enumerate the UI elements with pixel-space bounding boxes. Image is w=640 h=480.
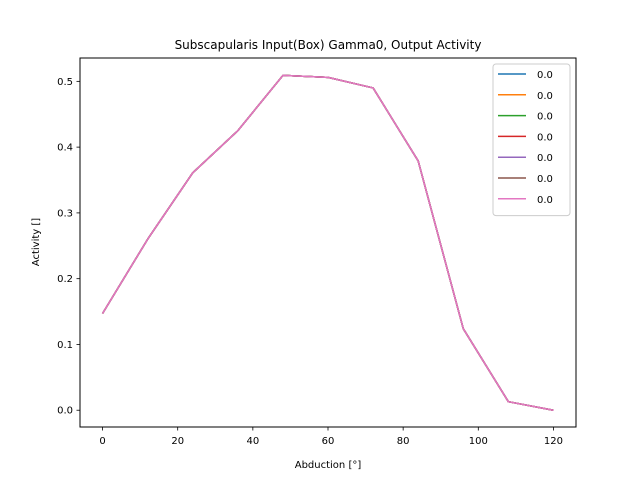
- y-tick-label: 0.4: [57, 143, 73, 154]
- x-tick-label: 80: [397, 436, 410, 447]
- series-line-2: [101, 74, 554, 411]
- legend-label-7: 0.0: [537, 195, 553, 206]
- x-axis: 0 20 40 60 80 100 120: [99, 427, 563, 447]
- x-tick-label: 100: [469, 436, 488, 447]
- legend-label-3: 0.0: [537, 112, 553, 123]
- y-tick-label: 0.5: [57, 77, 73, 88]
- chart-title: Subscapularis Input(Box) Gamma0, Output …: [175, 38, 482, 52]
- x-tick-label: 60: [322, 436, 335, 447]
- legend-label-1: 0.0: [537, 70, 553, 81]
- plot-lines: [101, 74, 554, 411]
- x-tick-label: 0: [99, 436, 105, 447]
- series-line-4: [101, 74, 554, 411]
- y-axis-label: Activity []: [31, 218, 42, 266]
- y-tick-label: 0.1: [57, 340, 73, 351]
- y-tick-label: 0.2: [57, 274, 73, 285]
- x-tick-label: 20: [171, 436, 184, 447]
- legend-label-5: 0.0: [537, 153, 553, 164]
- y-axis: 0.0 0.1 0.2 0.3 0.4 0.5: [57, 77, 80, 417]
- series-line-7: [101, 74, 554, 411]
- x-tick-label: 40: [246, 436, 259, 447]
- legend: 0.0 0.0 0.0 0.0 0.0 0.0 0.0: [492, 63, 571, 217]
- series-line-1: [101, 74, 554, 411]
- x-axis-label: Abduction [°]: [295, 460, 362, 471]
- series-line-3: [101, 74, 554, 411]
- legend-label-4: 0.0: [537, 132, 553, 143]
- legend-label-6: 0.0: [537, 174, 553, 185]
- x-tick-label: 120: [544, 436, 563, 447]
- series-line-5: [101, 74, 554, 411]
- series-line-6: [101, 74, 554, 411]
- y-tick-label: 0.0: [57, 406, 73, 417]
- legend-box: [492, 63, 571, 217]
- legend-label-2: 0.0: [537, 91, 553, 102]
- y-tick-label: 0.3: [57, 208, 73, 219]
